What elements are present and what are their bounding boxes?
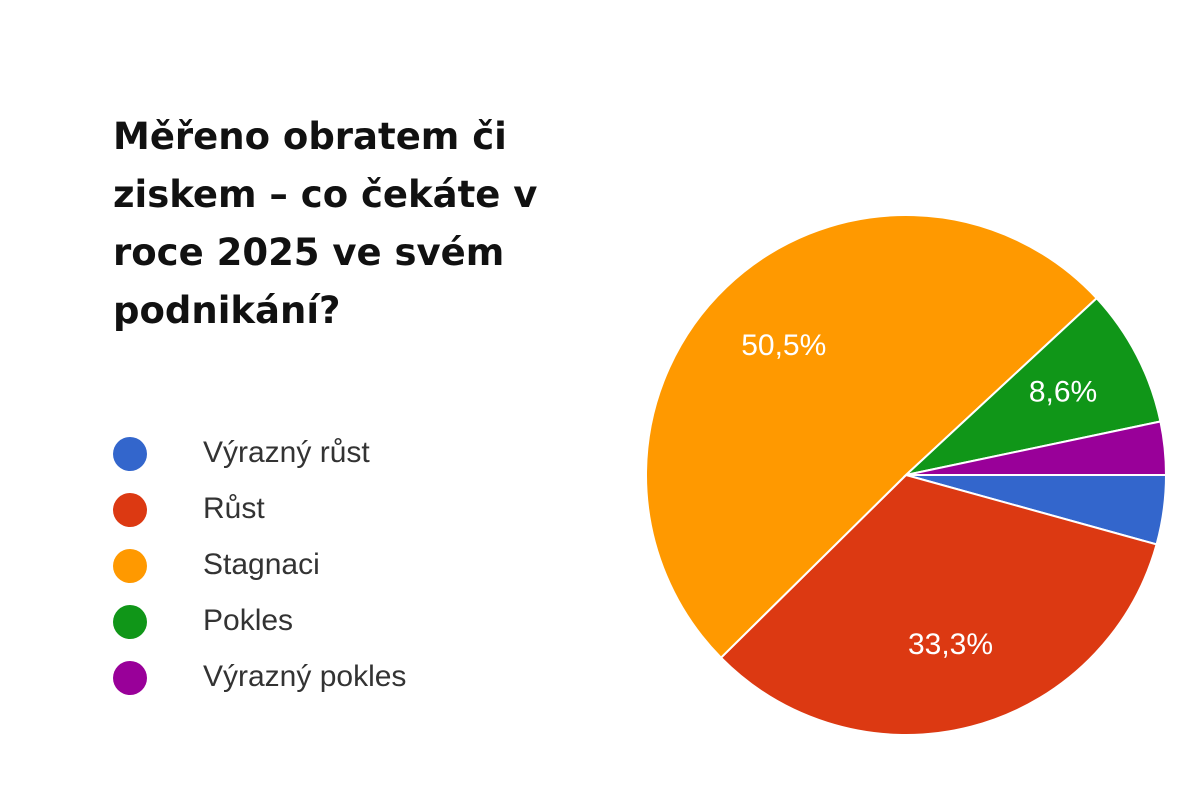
data-label: 50,5% [741,329,826,362]
pie-slice [905,420,1168,476]
legend-label: Růst [203,492,265,525]
chart-title: Měřeno obratem či ziskem – co čekáte v r… [113,115,538,332]
legend-marker [113,661,147,695]
pie-slice [645,214,1099,660]
legend-marker [113,549,147,583]
legend-label: Výrazný růst [203,436,370,469]
legend-marker [113,437,147,471]
legend-marker [113,605,147,639]
legend-label: Stagnaci [203,548,320,581]
legend-marker [113,493,147,527]
pie-slice [719,473,1158,736]
data-label: 8,6% [1029,376,1097,409]
legend-label: Pokles [203,604,293,637]
legend-label: Výrazný pokles [203,660,406,693]
data-label: 33,3% [908,628,993,661]
pie-slice [902,296,1162,477]
